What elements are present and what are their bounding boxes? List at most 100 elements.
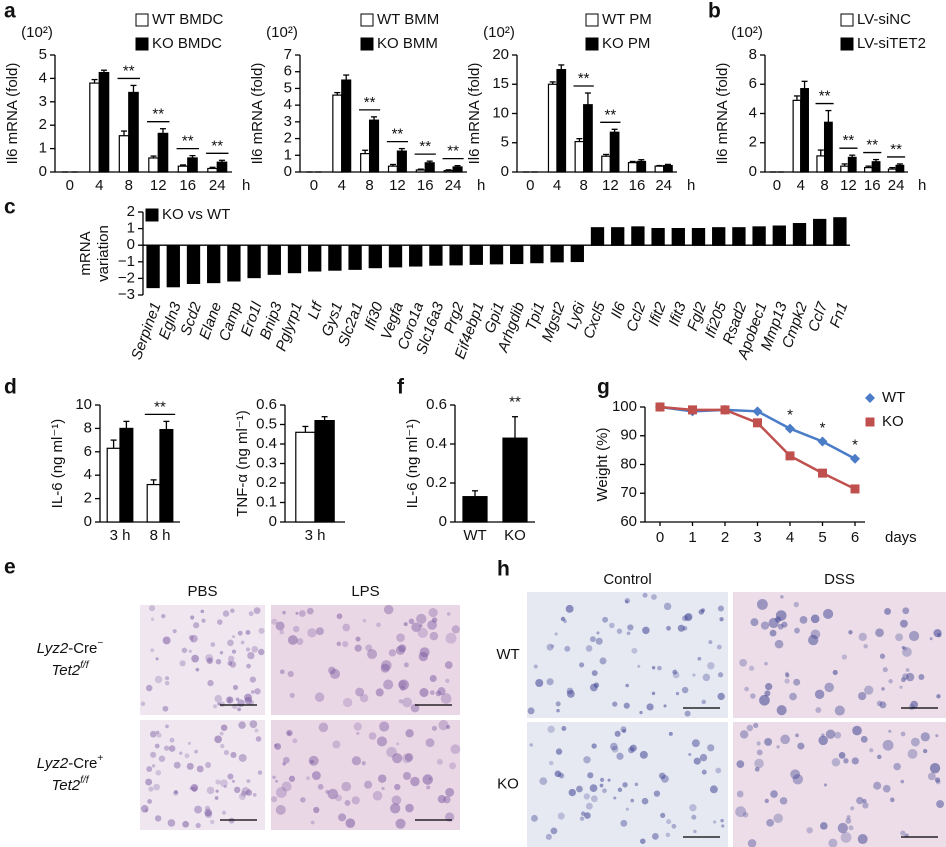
micrograph — [527, 592, 728, 718]
significance: ** — [447, 143, 459, 160]
y-axis-label: TNF-α (ng ml⁻¹) — [234, 410, 251, 517]
tissue-texture — [895, 633, 903, 642]
bar — [287, 244, 302, 274]
tissue-texture — [857, 834, 868, 845]
bar — [691, 228, 706, 246]
tissue-texture — [559, 773, 565, 779]
tissue-texture — [639, 750, 648, 759]
tissue-texture — [747, 839, 757, 847]
tissue-texture — [398, 680, 407, 689]
tissue-texture — [388, 649, 397, 657]
tissue-texture — [438, 720, 449, 731]
y-tick-label: 100 — [612, 398, 637, 415]
tissue-texture — [550, 644, 555, 648]
tissue-texture — [288, 775, 296, 782]
tissue-texture — [356, 731, 360, 736]
tissue-texture — [889, 797, 895, 803]
marker — [752, 406, 763, 417]
tissue-texture — [295, 611, 299, 615]
tissue-texture — [306, 607, 314, 615]
legend-label: KO PM — [602, 35, 650, 52]
tissue-texture — [701, 699, 707, 705]
bar — [216, 161, 228, 173]
tissue-texture — [754, 766, 760, 772]
tissue-texture — [529, 743, 533, 747]
y-axis-label: variation — [95, 225, 112, 282]
y-axis-label: Il6 mRNA (fold) — [714, 63, 731, 165]
bar — [148, 157, 159, 173]
x-tick-label: 12 — [389, 177, 406, 194]
tissue-texture — [248, 611, 254, 617]
x-tick-label: 0 — [310, 177, 318, 194]
bar — [871, 161, 881, 173]
bar — [590, 227, 605, 246]
tissue-texture — [222, 810, 226, 815]
y-tick-label: 0 — [84, 513, 92, 530]
bar — [443, 170, 454, 173]
tissue-texture — [246, 663, 251, 669]
tissue-texture — [158, 755, 166, 763]
y-tick-label: 2 — [127, 203, 135, 220]
tissue-texture — [376, 736, 387, 747]
tissue-texture — [790, 769, 801, 780]
tissue-texture — [799, 616, 808, 624]
tissue-texture — [308, 755, 319, 766]
tissue-texture — [253, 607, 261, 615]
tissue-texture — [428, 608, 438, 618]
x-tick-label: 0 — [526, 177, 534, 194]
tissue-texture — [923, 748, 928, 754]
bar — [387, 165, 399, 173]
significance: ** — [392, 126, 404, 143]
tissue-texture — [327, 788, 339, 800]
y-tick-label: 3 — [284, 113, 292, 130]
y-axis-label: mRNA — [77, 231, 94, 275]
tissue-texture — [161, 613, 166, 619]
tissue-texture — [164, 680, 170, 686]
y-tick-label: 6 — [284, 63, 292, 80]
tissue-texture — [634, 782, 639, 787]
tissue-texture — [591, 743, 597, 749]
tissue-texture — [150, 617, 155, 621]
tissue-texture — [376, 622, 381, 628]
tissue-texture — [591, 795, 598, 803]
tissue-texture — [663, 602, 672, 611]
significance: * — [820, 419, 826, 436]
tissue-texture — [342, 623, 351, 632]
row-label-part: Tet2 — [52, 662, 81, 679]
tissue-texture — [663, 704, 667, 708]
tissue-texture — [450, 744, 461, 755]
tissue-texture — [205, 654, 214, 662]
bar — [469, 244, 483, 265]
tissue-texture — [377, 774, 387, 783]
tissue-texture — [257, 770, 263, 775]
tissue-texture — [709, 785, 718, 794]
panel-label: d — [4, 376, 17, 399]
tissue-texture — [367, 649, 378, 660]
tissue-texture — [595, 637, 603, 645]
tissue-texture — [451, 625, 460, 634]
micrograph — [733, 722, 946, 847]
tissue-texture — [616, 628, 623, 634]
tissue-texture — [204, 808, 212, 817]
tissue-texture — [307, 628, 317, 638]
bar — [341, 79, 352, 173]
tissue-texture — [862, 802, 869, 809]
bar — [772, 225, 786, 246]
tissue-texture — [625, 600, 629, 604]
tissue-texture — [736, 790, 744, 798]
tissue-texture — [929, 763, 941, 774]
tissue-texture — [843, 758, 849, 764]
significance: * — [852, 437, 858, 454]
tissue-texture — [140, 805, 149, 813]
legend-swatch — [360, 13, 374, 27]
tissue-texture — [246, 779, 251, 784]
tissue-texture — [688, 753, 692, 757]
tissue-texture — [579, 816, 585, 821]
tissue-texture — [230, 608, 235, 613]
tissue-texture — [554, 632, 558, 636]
tissue-texture — [908, 630, 920, 642]
tissue-texture — [187, 741, 191, 745]
significance: ** — [419, 138, 431, 155]
tissue-texture — [764, 737, 773, 746]
tissue-texture — [613, 796, 617, 800]
